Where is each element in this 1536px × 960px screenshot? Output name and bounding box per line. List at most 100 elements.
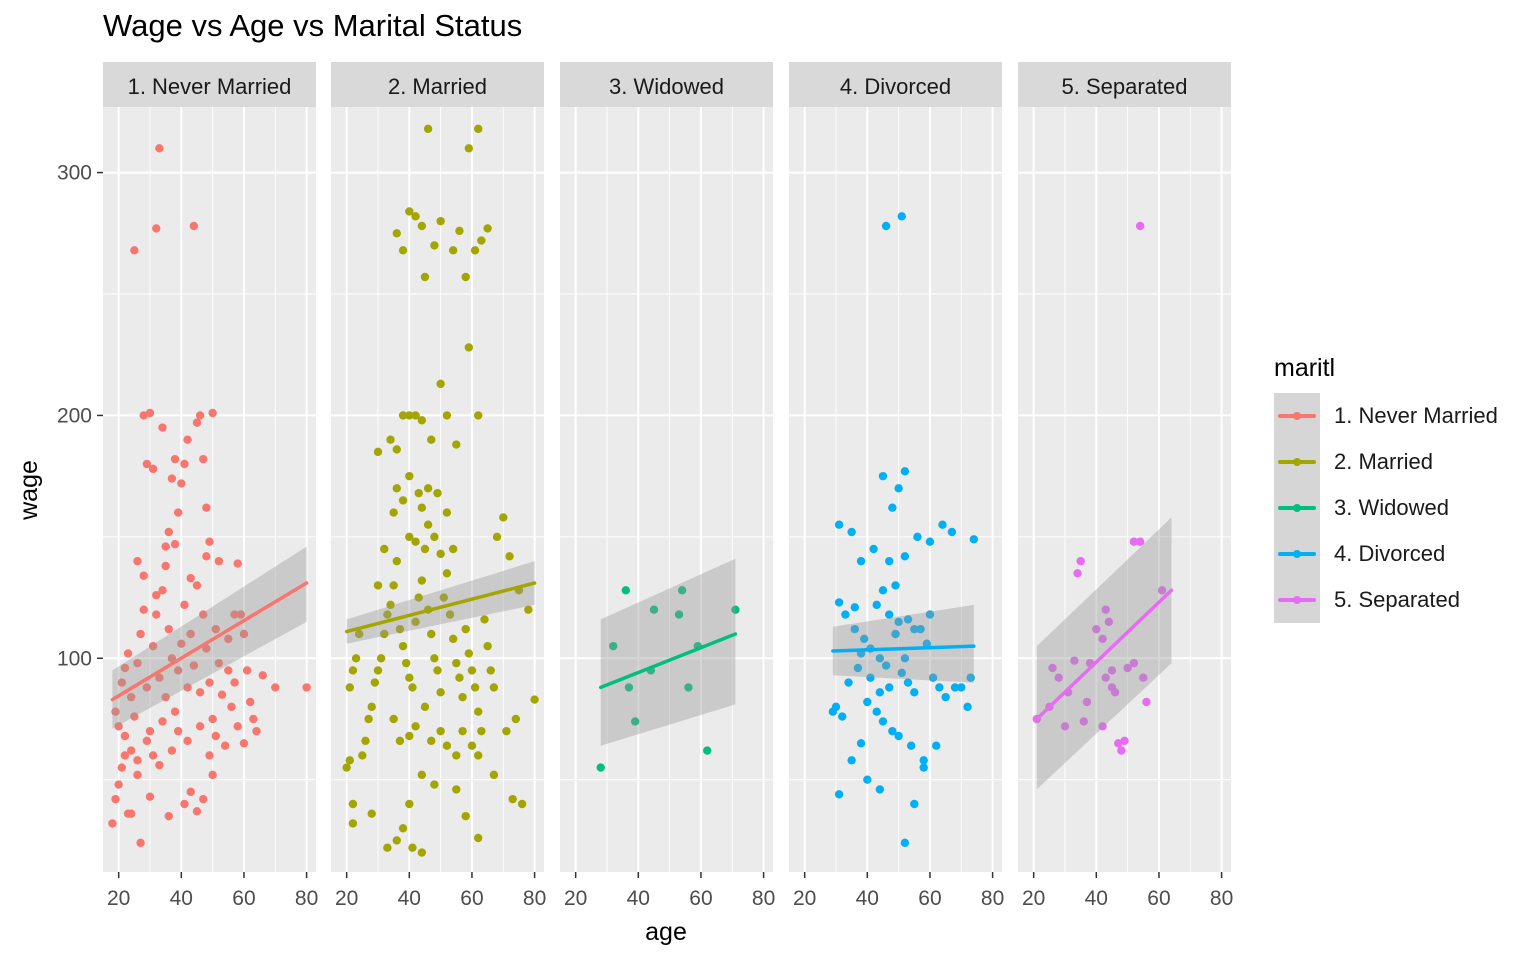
data-point — [395, 736, 405, 746]
data-point — [398, 641, 408, 651]
data-point — [703, 746, 712, 755]
data-point — [224, 634, 233, 644]
data-point — [596, 763, 605, 772]
data-point — [164, 811, 173, 821]
facet-panel: 2. Married 20 40 60 80 — [331, 62, 546, 910]
data-point — [1135, 221, 1145, 231]
legend-item: 1. Never Married — [1274, 393, 1498, 439]
data-point — [452, 751, 461, 760]
data-point — [919, 763, 928, 772]
data-point — [1104, 617, 1114, 627]
data-point — [208, 408, 217, 418]
x-tick-label: 40 — [1085, 887, 1108, 910]
data-point — [398, 411, 408, 420]
data-point — [474, 707, 483, 716]
x-tick-label: 80 — [981, 887, 1004, 910]
data-point — [398, 824, 408, 833]
facet-strip-label: 1. Never Married — [128, 74, 292, 99]
legend-key — [1274, 485, 1320, 531]
data-point — [205, 678, 214, 687]
data-point — [430, 532, 439, 542]
data-point — [123, 649, 133, 658]
data-point — [252, 726, 261, 736]
data-point — [439, 593, 448, 602]
data-point — [916, 624, 925, 634]
data-point — [189, 221, 199, 231]
data-point — [155, 673, 164, 682]
data-point — [342, 763, 351, 772]
data-point — [442, 508, 452, 517]
data-point — [408, 843, 417, 852]
x-tick-label: 40 — [627, 887, 650, 910]
data-point — [448, 634, 458, 644]
data-point — [888, 726, 897, 736]
data-point — [173, 726, 183, 736]
legend-label: 1. Never Married — [1334, 403, 1498, 428]
data-point — [214, 556, 224, 566]
data-point — [420, 702, 430, 712]
data-point — [1098, 634, 1107, 644]
data-point — [863, 775, 872, 784]
data-point — [405, 471, 414, 481]
data-point — [145, 792, 155, 801]
legend-key — [1274, 439, 1320, 485]
data-point — [148, 641, 158, 651]
data-point — [389, 581, 398, 590]
data-point — [674, 610, 684, 619]
data-point — [470, 683, 480, 692]
trend-line — [598, 632, 738, 690]
legend-item: 2. Married — [1274, 439, 1498, 485]
trend-line — [344, 581, 537, 634]
data-point — [111, 794, 120, 804]
data-point — [117, 763, 126, 772]
data-point — [417, 416, 427, 425]
data-point — [649, 605, 659, 614]
data-point — [903, 615, 913, 624]
data-point — [464, 343, 474, 352]
data-point — [430, 654, 439, 663]
data-point — [885, 683, 894, 692]
data-point — [271, 683, 280, 692]
data-point — [108, 819, 117, 828]
data-point — [158, 586, 167, 595]
legend-key — [1274, 577, 1320, 623]
data-point — [136, 838, 145, 848]
facet-strip-label: 3. Widowed — [609, 74, 724, 99]
data-point — [398, 496, 408, 505]
data-point — [1092, 624, 1101, 634]
data-point — [875, 785, 885, 794]
data-point — [177, 639, 186, 648]
data-point — [474, 833, 483, 843]
data-point — [932, 741, 941, 750]
data-point — [458, 692, 467, 702]
data-point — [1117, 746, 1126, 755]
data-point — [900, 654, 910, 663]
data-point — [910, 799, 919, 809]
x-tick-label: 60 — [460, 887, 483, 910]
data-point — [348, 666, 358, 675]
data-point — [436, 726, 445, 736]
data-point — [383, 843, 392, 852]
data-point — [380, 544, 389, 554]
legend-label: 2. Married — [1334, 449, 1434, 474]
data-point — [183, 736, 192, 746]
data-point — [152, 590, 161, 600]
data-point — [427, 736, 436, 746]
legend-label: 4. Divorced — [1334, 541, 1446, 566]
data-point — [433, 666, 442, 675]
data-point — [405, 532, 414, 542]
data-point — [969, 535, 979, 544]
data-point — [205, 537, 214, 546]
data-point — [1076, 556, 1085, 566]
trend-line — [110, 581, 309, 702]
legend-key — [1274, 531, 1320, 577]
data-point — [192, 581, 202, 590]
legend-label: 3. Widowed — [1334, 495, 1449, 520]
data-point — [405, 799, 414, 809]
data-point — [1135, 537, 1145, 546]
data-point — [731, 605, 740, 614]
data-point — [455, 226, 464, 236]
facet-strip-label: 5. Separated — [1062, 74, 1188, 99]
data-point — [470, 246, 480, 255]
data-point — [120, 731, 130, 741]
